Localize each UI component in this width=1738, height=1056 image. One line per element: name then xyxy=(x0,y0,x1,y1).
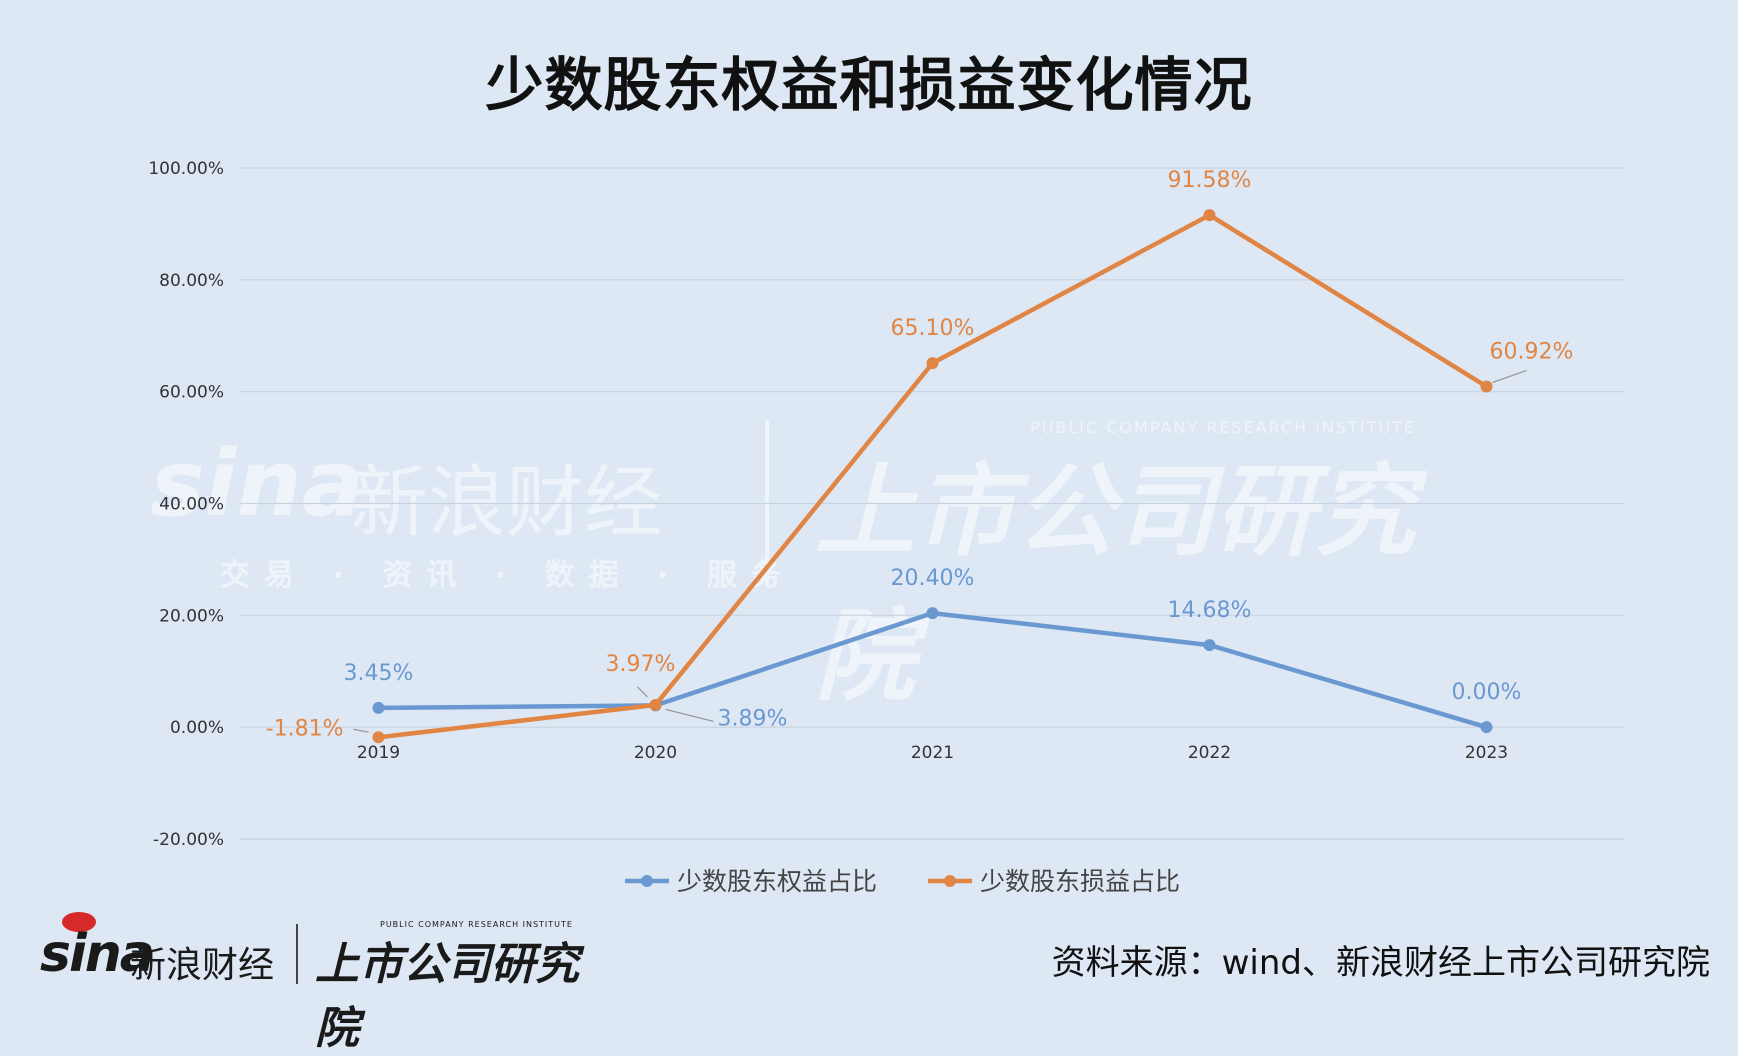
x-tick-label: 2022 xyxy=(1188,743,1231,763)
data-label-leader xyxy=(637,686,648,698)
data-point xyxy=(1480,721,1493,734)
data-label: 3.97% xyxy=(606,652,676,677)
data-point xyxy=(372,731,385,744)
data-label: 0.00% xyxy=(1452,680,1522,705)
legend-label: 少数股东权益占比 xyxy=(677,867,877,896)
data-label: 20.40% xyxy=(891,566,975,591)
footer-logo: sina 新浪财经 PUBLIC COMPANY RESEARCH INSTIT… xyxy=(40,912,600,1054)
y-tick-label: 60.00% xyxy=(159,383,224,403)
data-label-leader xyxy=(665,708,714,723)
data-label: 91.58% xyxy=(1168,168,1252,193)
sina-eye-icon xyxy=(62,912,96,932)
legend-label: 少数股东损益占比 xyxy=(980,867,1180,896)
series-line xyxy=(378,212,1488,740)
line-chart: -20.00% 0.00% 20.00% 40.00% 60.00% 80.00% 100.… xyxy=(148,159,1625,896)
data-label: 3.45% xyxy=(344,661,414,686)
data-label: 60.92% xyxy=(1490,340,1574,365)
data-label-leader xyxy=(353,728,369,733)
legend-swatch-marker xyxy=(641,875,653,887)
footer-institute-en: PUBLIC COMPANY RESEARCH INSTITUTE xyxy=(380,920,573,929)
data-point xyxy=(926,607,939,620)
legend-swatch-marker xyxy=(944,875,956,887)
data-point xyxy=(1203,209,1216,222)
y-tick-label: 80.00% xyxy=(159,271,224,291)
data-point xyxy=(1203,639,1216,652)
footer-sina-name: 新浪财经 xyxy=(130,945,275,986)
y-tick-label: 40.00% xyxy=(159,495,224,515)
data-source-note: 资料来源：wind、新浪财经上市公司研究院 xyxy=(1051,943,1710,983)
x-tick-label: 2021 xyxy=(911,743,954,763)
data-label: 65.10% xyxy=(891,316,975,341)
x-tick-label: 2023 xyxy=(1465,743,1508,763)
y-tick-label: -20.00% xyxy=(153,830,224,850)
footer-sina-logo: sina xyxy=(40,924,155,984)
data-label: 3.89% xyxy=(718,706,788,731)
data-label: -1.81% xyxy=(266,716,344,741)
footer-logo-divider xyxy=(296,924,298,984)
data-label-leader xyxy=(1492,369,1527,384)
data-point xyxy=(372,701,385,714)
series-line xyxy=(378,610,1488,730)
footer-institute-logo: 上市公司研究院 xyxy=(315,939,579,1054)
x-tick-label: 2019 xyxy=(357,743,400,763)
x-tick-label: 2020 xyxy=(634,743,677,763)
y-tick-label: 100.00% xyxy=(148,159,224,179)
data-point xyxy=(926,357,939,370)
y-tick-label: 0.00% xyxy=(170,718,224,738)
chart-title: 少数股东权益和损益变化情况 xyxy=(485,51,1253,119)
y-tick-label: 20.00% xyxy=(159,606,224,626)
data-point xyxy=(1480,380,1493,393)
data-point xyxy=(649,698,662,711)
data-label: 14.68% xyxy=(1168,598,1252,623)
